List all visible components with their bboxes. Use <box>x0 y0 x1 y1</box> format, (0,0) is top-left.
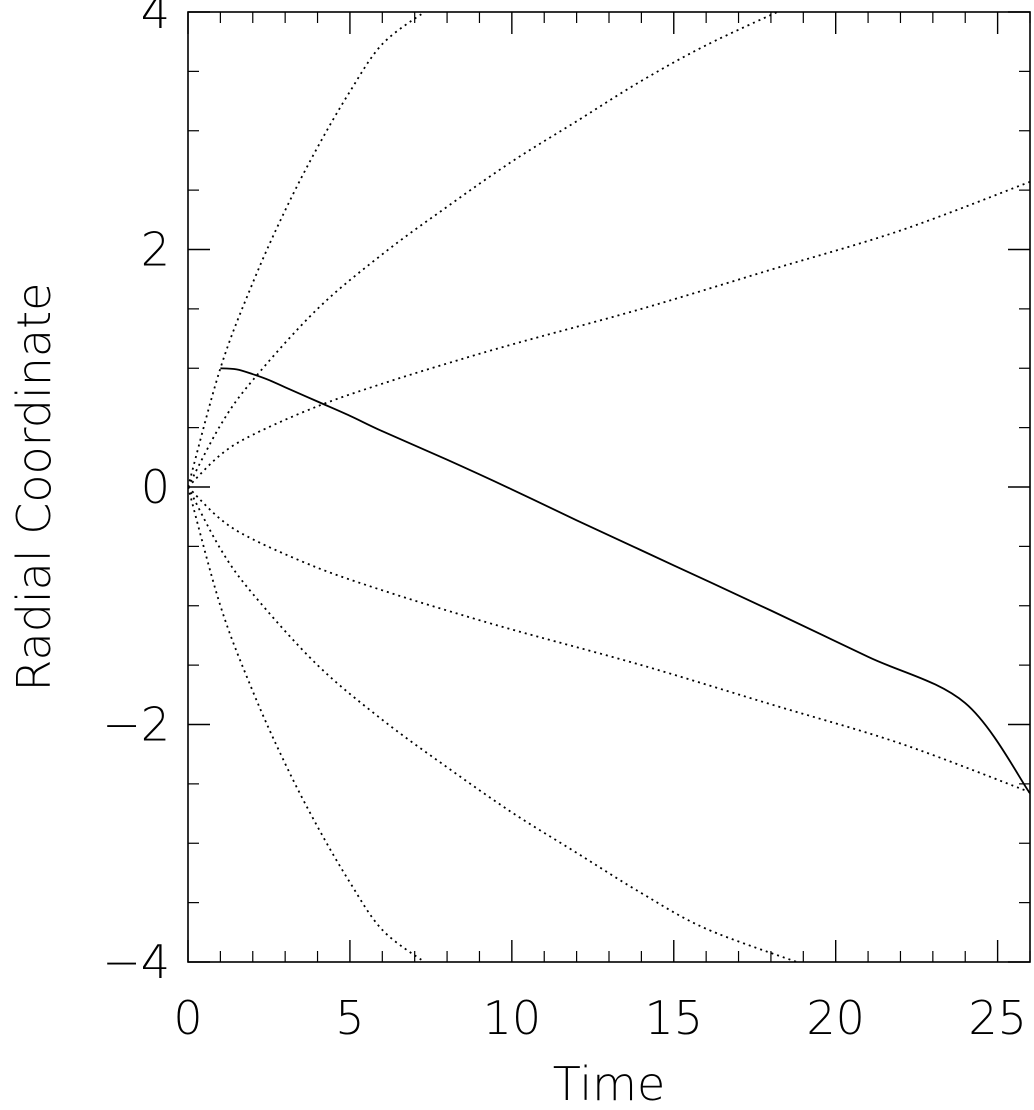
x-tick-label-4: 20 <box>806 991 865 1045</box>
dotted-series-line-5 <box>188 486 798 962</box>
plot-frame <box>187 11 1031 963</box>
labels-layer: 0 5 10 15 20 25 −4 −2 0 2 4 <box>102 0 1027 1045</box>
y-tick-label-4: 4 <box>141 0 170 39</box>
x-tick-label-2: 10 <box>483 991 542 1045</box>
plot-layer <box>188 12 1030 962</box>
dotted-series-line-2 <box>188 12 778 488</box>
y-tick-label-0: −4 <box>102 935 170 989</box>
solid-series-line-0 <box>220 367 1030 794</box>
dotted-series-line-4 <box>188 486 1030 794</box>
dotted-series-line-1 <box>188 12 425 488</box>
x-axis-title: Time <box>553 1057 666 1110</box>
dotted-series-line-3 <box>188 180 1030 488</box>
y-tick-label-3: 2 <box>141 223 170 277</box>
y-axis-title: Radial Coordinate <box>7 283 61 692</box>
dotted-series-line-6 <box>188 486 425 962</box>
x-tick-label-1: 5 <box>335 991 364 1045</box>
x-tick-label-0: 0 <box>173 991 202 1045</box>
x-tick-label-5: 25 <box>968 991 1027 1045</box>
x-tick-label-3: 15 <box>644 991 703 1045</box>
ticks-layer <box>187 11 1031 963</box>
y-tick-label-1: −2 <box>102 698 170 752</box>
y-tick-label-2: 0 <box>141 460 170 514</box>
